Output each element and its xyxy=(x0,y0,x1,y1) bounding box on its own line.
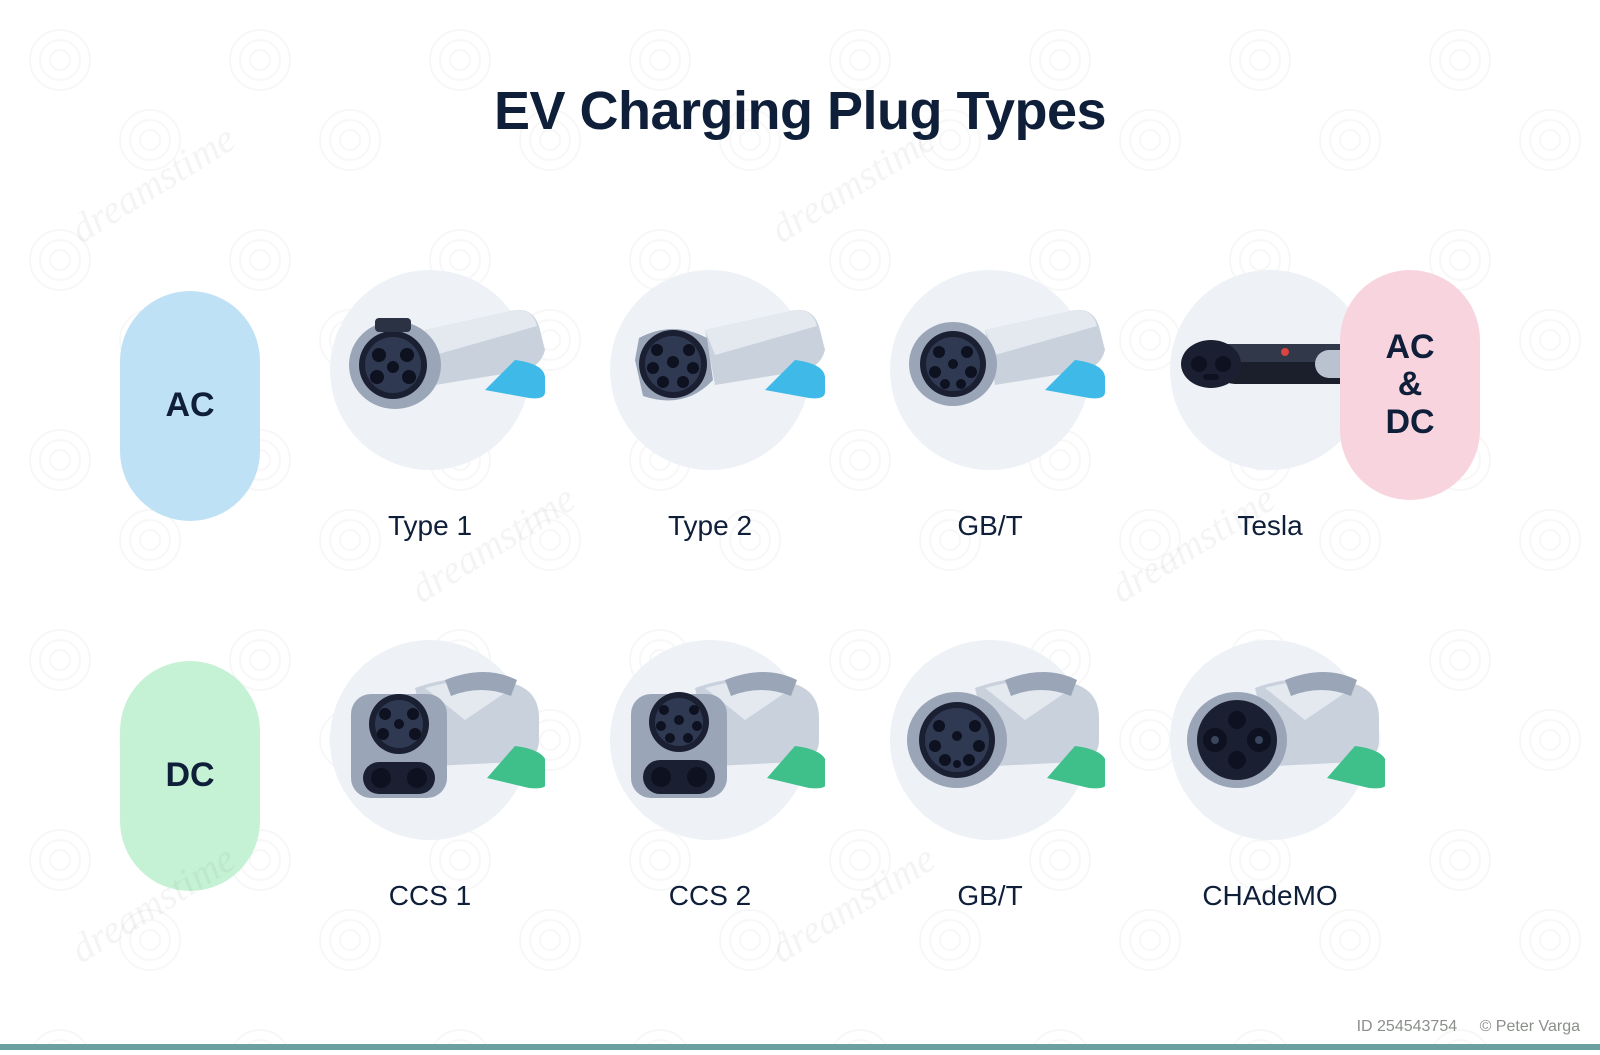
pill-acdc: AC&DC xyxy=(1340,270,1480,500)
page-title: EV Charging Plug Types xyxy=(494,80,1106,142)
plug-cell-ccs1: CCS 1 xyxy=(320,640,540,912)
plug-cell-chademo: CHAdeMO xyxy=(1160,640,1380,912)
plugs-ac: Type 1 Type 2 GB/T xyxy=(320,270,1380,542)
plug-label: GB/T xyxy=(957,880,1022,912)
pill-ac-label: AC xyxy=(165,387,214,424)
plug-icon-chademo xyxy=(1170,640,1370,840)
credit-author: © Peter Varga xyxy=(1480,1018,1580,1035)
credit-id: ID 254543754 xyxy=(1357,1018,1458,1035)
plug-cell-type1: Type 1 xyxy=(320,270,540,542)
plug-label: Type 2 xyxy=(668,510,752,542)
plug-cell-gbt-dc: GB/T xyxy=(880,640,1100,912)
plug-cell-gbt-ac: GB/T xyxy=(880,270,1100,542)
plug-icon-ccs1 xyxy=(330,640,530,840)
plug-icon-gbt-dc xyxy=(890,640,1090,840)
pill-acdc-label: AC&DC xyxy=(1385,329,1434,441)
plug-icon-type2 xyxy=(610,270,810,470)
plug-cell-type2: Type 2 xyxy=(600,270,820,542)
plug-icon-gbt-ac xyxy=(890,270,1090,470)
plug-label: GB/T xyxy=(957,510,1022,542)
footer-bar xyxy=(0,1044,1600,1050)
plug-label: CCS 2 xyxy=(669,880,751,912)
plug-icon-type1 xyxy=(330,270,530,470)
plug-label: Tesla xyxy=(1237,510,1302,542)
pill-ac: AC xyxy=(120,291,260,521)
plug-label: Type 1 xyxy=(388,510,472,542)
pill-dc: DC xyxy=(120,661,260,891)
row-dc: DC CCS 1 CCS 2 xyxy=(0,640,1600,912)
plug-cell-ccs2: CCS 2 xyxy=(600,640,820,912)
plug-label: CHAdeMO xyxy=(1202,880,1337,912)
plug-label: CCS 1 xyxy=(389,880,471,912)
credit: ID 254543754 © Peter Varga xyxy=(1357,1018,1580,1036)
plug-icon-ccs2 xyxy=(610,640,810,840)
pill-dc-label: DC xyxy=(165,757,214,794)
plugs-dc: CCS 1 CCS 2 GB/T xyxy=(320,640,1380,912)
watermark-text: dreamstime xyxy=(62,115,244,253)
